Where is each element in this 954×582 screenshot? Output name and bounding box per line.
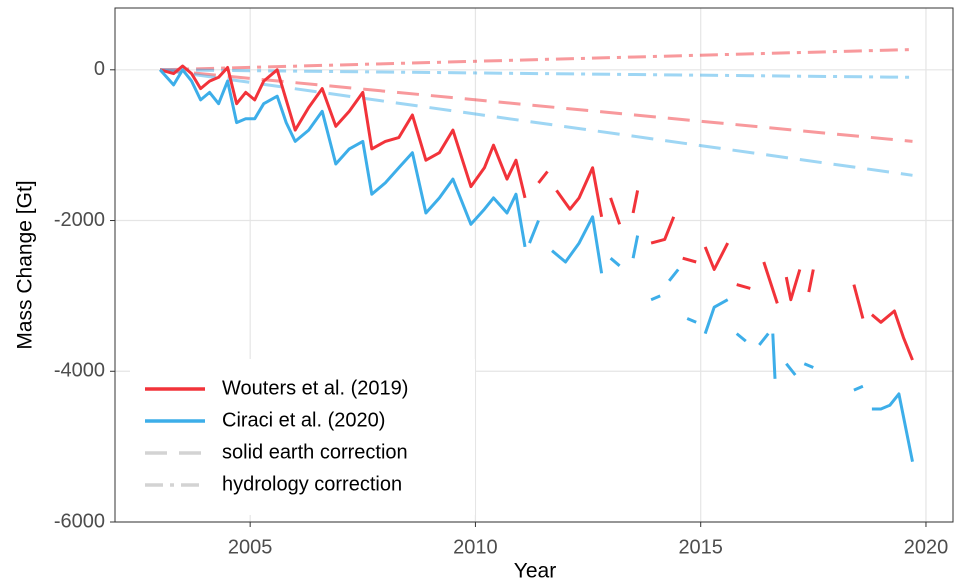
legend-label: solid earth correction <box>222 441 408 463</box>
legend-label: Ciraci et al. (2020) <box>222 409 385 431</box>
y-tick-label: -6000 <box>54 510 105 532</box>
y-axis-title: Mass Change [Gt] <box>14 180 37 349</box>
legend-label: hydrology correction <box>222 473 402 495</box>
x-tick-label: 2005 <box>228 536 273 558</box>
y-tick-label: -4000 <box>54 360 105 382</box>
x-tick-label: 2020 <box>904 536 949 558</box>
data-line <box>159 64 914 361</box>
plot-border <box>114 7 954 523</box>
correction-line <box>159 68 913 143</box>
x-tick-label: 2015 <box>678 536 723 558</box>
data-line <box>158 68 914 462</box>
x-tick-label: 2010 <box>453 536 498 558</box>
correction-line <box>160 68 913 79</box>
y-tick-label: -2000 <box>54 209 105 231</box>
correction-line <box>160 48 913 72</box>
correction-line <box>159 68 913 177</box>
y-tick-label: 0 <box>94 58 105 80</box>
x-axis-title: Year <box>514 560 556 582</box>
legend-label: Wouters et al. (2019) <box>222 377 408 399</box>
legend-box <box>130 359 475 515</box>
